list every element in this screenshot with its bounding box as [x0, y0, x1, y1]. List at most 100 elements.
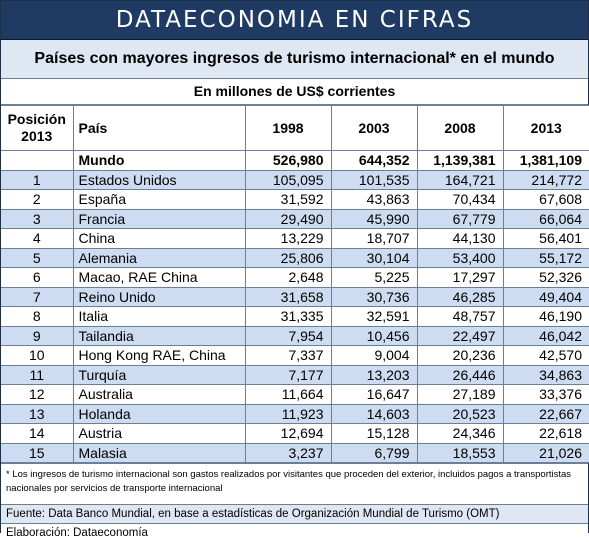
row-position: 10 [1, 345, 74, 366]
banner-title: DATAECONOMIA EN CIFRAS [1, 1, 588, 40]
row-value-2008: 48,757 [416, 306, 504, 327]
row-value-2013: 22,667 [502, 403, 589, 424]
row-value-2008: 27,189 [416, 384, 504, 405]
table-row: 9 Tailandia 7,954 10,456 22,497 46,042 [1, 325, 589, 346]
row-country: Turquía [72, 364, 246, 385]
row-value-1998: 31,335 [244, 306, 332, 327]
row-value-2013: 21,026 [502, 442, 589, 463]
row-value-1998: 2,648 [244, 267, 332, 288]
row-country: Alemania [72, 247, 246, 268]
row-position: 3 [1, 208, 74, 229]
row-position: 1 [1, 169, 74, 190]
row-position: 8 [1, 306, 74, 327]
row-country: Australia [72, 384, 246, 405]
row-position: 13 [1, 403, 74, 424]
table-row: 5 Alemania 25,806 30,104 53,400 55,172 [1, 247, 589, 268]
row-value-2003: 32,591 [330, 306, 418, 327]
row-value-1998: 11,923 [244, 403, 332, 424]
table-row: 2 España 31,592 43,863 70,434 67,608 [1, 189, 589, 210]
world-row: Mundo 526,980 644,352 1,139,381 1,381,10… [1, 150, 589, 171]
row-country: China [72, 228, 246, 249]
source-note: Fuente: Data Banco Mundial, en base a es… [1, 504, 588, 523]
row-country: Tailandia [72, 325, 246, 346]
row-value-1998: 11,664 [244, 384, 332, 405]
header-year-2008: 2008 [416, 105, 504, 151]
footnote: * Los ingresos de turismo internacional … [1, 463, 588, 504]
world-position [1, 150, 74, 171]
table-row: 6 Macao, RAE China 2,648 5,225 17,297 52,326 [1, 267, 589, 288]
row-value-2013: 33,376 [502, 384, 589, 405]
row-value-2003: 43,863 [330, 189, 418, 210]
row-value-1998: 7,954 [244, 325, 332, 346]
header-position-line2: 2013 [21, 128, 53, 144]
table-row: 7 Reino Unido 31,658 30,736 46,285 49,404 [1, 286, 589, 307]
table-row: 12 Australia 11,664 16,647 27,189 33,376 [1, 384, 589, 405]
header-year-1998: 1998 [244, 105, 332, 151]
table-row: 11 Turquía 7,177 13,203 26,446 34,863 [1, 364, 589, 385]
row-position: 11 [1, 364, 74, 385]
row-country: España [72, 189, 246, 210]
table-row: 13 Holanda 11,923 14,603 20,523 22,667 [1, 403, 589, 424]
world-value-2008: 1,139,381 [416, 150, 504, 171]
row-position: 12 [1, 384, 74, 405]
world-value-1998: 526,980 [244, 150, 332, 171]
world-value-2003: 644,352 [330, 150, 418, 171]
table-row: 4 China 13,229 18,707 44,130 56,401 [1, 228, 589, 249]
row-value-2013: 67,608 [502, 189, 589, 210]
header-country: País [72, 105, 246, 151]
row-value-2013: 214,772 [502, 169, 589, 190]
table-subtitle: Países con mayores ingresos de turismo i… [1, 40, 588, 79]
row-value-2013: 22,618 [502, 423, 589, 444]
row-value-2003: 30,736 [330, 286, 418, 307]
row-value-2008: 70,434 [416, 189, 504, 210]
row-value-2003: 30,104 [330, 247, 418, 268]
row-position: 7 [1, 286, 74, 307]
row-value-2008: 26,446 [416, 364, 504, 385]
row-country: Hong Kong RAE, China [72, 345, 246, 366]
header-position-line1: Posición [7, 111, 66, 127]
row-value-2008: 164,721 [416, 169, 504, 190]
tourism-table: Posición 2013 País 1998 2003 2008 2013 M… [1, 105, 589, 463]
row-value-2008: 24,346 [416, 423, 504, 444]
row-value-2003: 45,990 [330, 208, 418, 229]
table-row: 14 Austria 12,694 15,128 24,346 22,618 [1, 423, 589, 444]
row-country: Macao, RAE China [72, 267, 246, 288]
table-row: 8 Italia 31,335 32,591 48,757 46,190 [1, 306, 589, 327]
row-position: 4 [1, 228, 74, 249]
row-position: 6 [1, 267, 74, 288]
world-label: Mundo [72, 150, 246, 171]
row-country: Francia [72, 208, 246, 229]
row-value-2008: 22,497 [416, 325, 504, 346]
row-country: Holanda [72, 403, 246, 424]
row-country: Estados Unidos [72, 169, 246, 190]
row-country: Italia [72, 306, 246, 327]
row-value-2008: 46,285 [416, 286, 504, 307]
row-value-2003: 5,225 [330, 267, 418, 288]
table-row: 15 Malasia 3,237 6,799 18,553 21,026 [1, 442, 589, 463]
table-row: 10 Hong Kong RAE, China 7,337 9,004 20,236 42… [1, 345, 589, 366]
row-value-2003: 13,203 [330, 364, 418, 385]
row-value-1998: 31,592 [244, 189, 332, 210]
row-value-2008: 44,130 [416, 228, 504, 249]
row-position: 15 [1, 442, 74, 463]
row-value-2008: 17,297 [416, 267, 504, 288]
row-value-2013: 34,863 [502, 364, 589, 385]
table-row: 1 Estados Unidos 105,095 101,535 164,721 214,… [1, 169, 589, 190]
row-value-2008: 67,779 [416, 208, 504, 229]
row-value-2003: 16,647 [330, 384, 418, 405]
header-row: Posición 2013 País 1998 2003 2008 2013 [1, 105, 589, 151]
row-value-1998: 29,490 [244, 208, 332, 229]
row-value-1998: 25,806 [244, 247, 332, 268]
row-value-1998: 3,237 [244, 442, 332, 463]
row-value-1998: 7,177 [244, 364, 332, 385]
header-year-2013: 2013 [502, 105, 589, 151]
header-year-2003: 2003 [330, 105, 418, 151]
row-country: Austria [72, 423, 246, 444]
row-value-2013: 42,570 [502, 345, 589, 366]
unit-label: En millones de US$ corrientes [1, 79, 588, 105]
row-position: 9 [1, 325, 74, 346]
row-value-2013: 55,172 [502, 247, 589, 268]
row-value-2003: 14,603 [330, 403, 418, 424]
table-row: 3 Francia 29,490 45,990 67,779 66,064 [1, 208, 589, 229]
row-position: 14 [1, 423, 74, 444]
